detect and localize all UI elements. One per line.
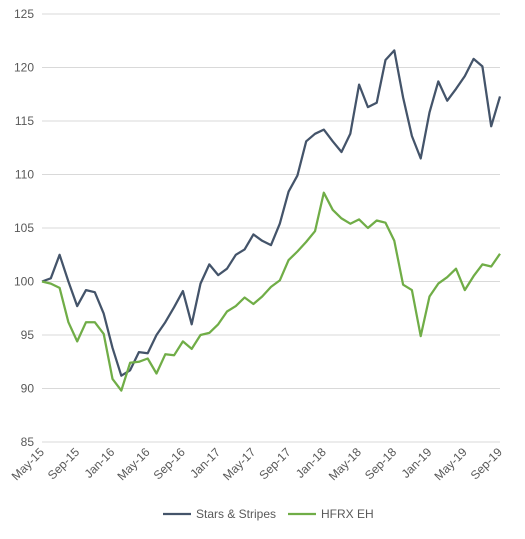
y-tick-label: 125	[14, 7, 34, 21]
y-tick-label: 115	[15, 114, 34, 128]
series-line	[41, 49, 502, 377]
y-tick-label: 85	[21, 435, 35, 449]
y-tick-label: 95	[21, 328, 35, 342]
x-tick-label: May-17	[220, 445, 258, 483]
y-tick-label: 110	[15, 168, 34, 182]
x-tick-label: Jan-18	[293, 445, 329, 481]
x-tick-label: Jan-16	[82, 445, 118, 481]
x-tick-label: May-18	[326, 445, 364, 483]
x-tick-label: Jan-17	[187, 445, 223, 481]
x-tick-label: Jan-19	[399, 445, 435, 481]
x-tick-label: Sep-15	[45, 445, 82, 482]
series-line	[41, 191, 501, 392]
y-tick-label: 105	[14, 221, 34, 235]
y-tick-label: 100	[14, 275, 34, 289]
y-tick-label: 90	[21, 382, 35, 396]
x-tick-label: Sep-19	[468, 445, 505, 482]
legend-label: HFRX EH	[321, 507, 374, 521]
x-tick-label: May-16	[114, 445, 152, 483]
x-tick-label: May-15	[9, 445, 47, 483]
x-tick-label: Sep-17	[256, 445, 293, 482]
x-tick-label: Sep-18	[362, 445, 399, 482]
legend-label: Stars & Stripes	[196, 507, 276, 521]
x-tick-label: May-19	[432, 445, 470, 483]
y-tick-label: 120	[14, 61, 34, 75]
x-tick-label: Sep-16	[151, 445, 188, 482]
